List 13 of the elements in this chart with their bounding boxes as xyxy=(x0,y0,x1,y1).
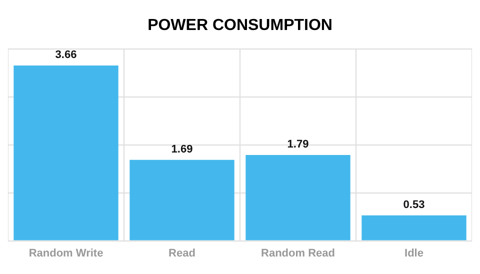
data-label: 3.66 xyxy=(55,49,77,62)
bar xyxy=(130,160,234,240)
data-label: 1.69 xyxy=(171,143,193,156)
x-tick-label: Read xyxy=(168,247,196,260)
data-label: 0.53 xyxy=(403,198,425,211)
bar xyxy=(14,65,118,240)
x-tick-label: Idle xyxy=(404,247,424,260)
bar xyxy=(362,215,466,240)
x-tick-label: Random Write xyxy=(28,247,104,260)
chart-title: POWER CONSUMPTION xyxy=(148,17,332,34)
bar xyxy=(246,155,350,240)
x-tick-label: Random Read xyxy=(261,247,335,260)
data-label: 1.79 xyxy=(287,138,309,151)
